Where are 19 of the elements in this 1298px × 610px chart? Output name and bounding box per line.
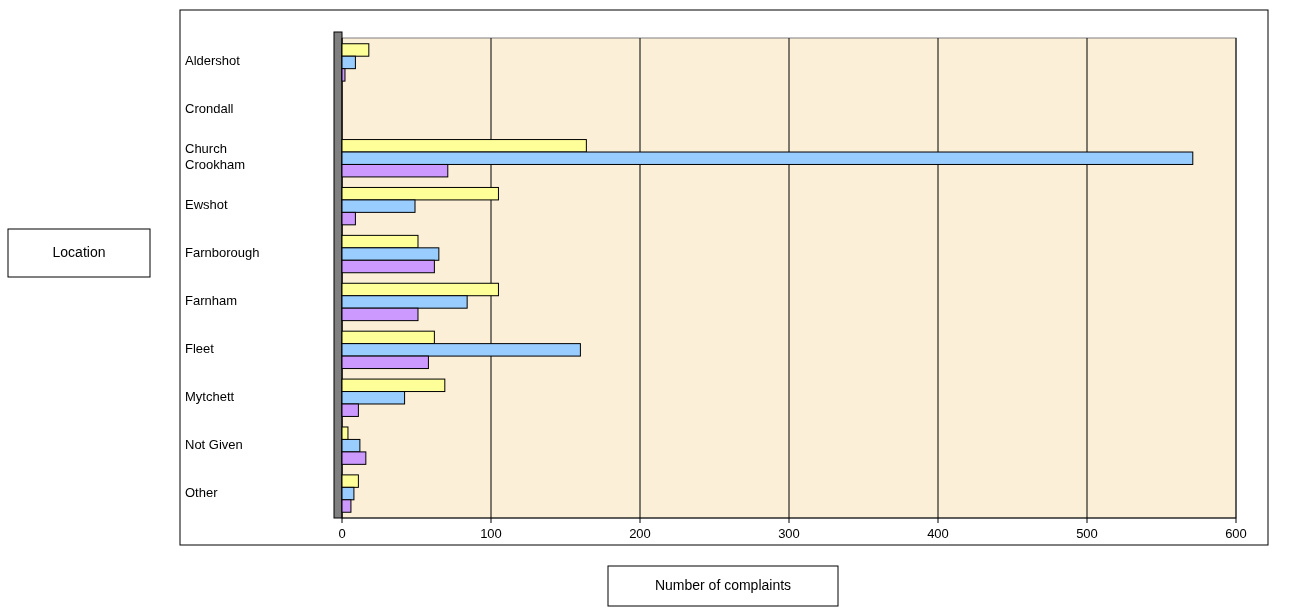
y-tick-label: Crondall [185,101,234,117]
y-tick-label: Church Crookham [185,141,245,173]
y-tick-label: Fleet [185,341,215,357]
y-tick-label: Farnborough [185,245,260,261]
y-tick-label: Farnham [185,293,238,309]
y-tick-label: Aldershot [185,53,241,69]
y-tick-label: Mytchett [185,389,235,405]
x-axis-title: Number of complaints [654,576,792,593]
y-tick-label: Ewshot [185,197,229,213]
x-tick-label: 400 [927,526,949,541]
x-tick-label: 500 [1076,526,1098,541]
y-tick-label: Not Given [185,437,243,453]
x-tick-label: 300 [778,526,800,541]
x-tick-label: 0 [338,526,346,541]
x-tick-label: 200 [629,526,651,541]
y-tick-label: Other [185,485,219,501]
x-tick-label: 600 [1225,526,1247,541]
x-tick-label: 100 [480,526,502,541]
text: Location [52,243,106,260]
